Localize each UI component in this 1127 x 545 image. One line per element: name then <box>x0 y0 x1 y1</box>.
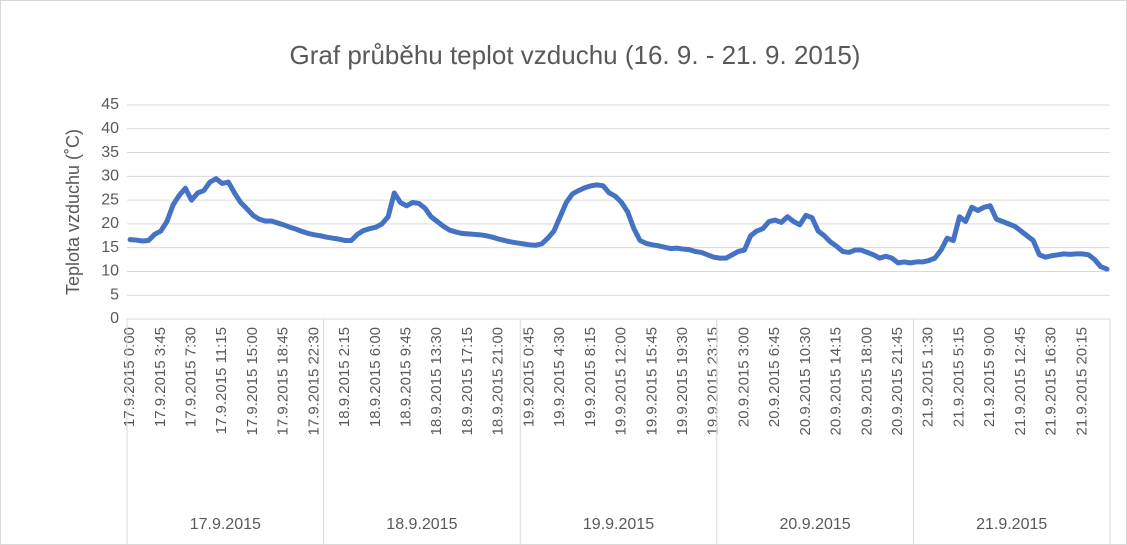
x-tick-label: 19.9.2015 8:15 <box>582 327 599 427</box>
x-tick-label: 21.9.2015 12:45 <box>1012 327 1029 435</box>
x-tick-label: 21.9.2015 9:00 <box>981 327 998 427</box>
x-tick-label: 18.9.2015 6:00 <box>367 327 384 427</box>
chart-title: Graf průběhu teplot vzduchu (16. 9. - 21… <box>290 40 861 70</box>
x-tick-label: 17.9.2015 15:00 <box>244 327 261 435</box>
y-tick-label: 15 <box>101 239 119 256</box>
x-group-label: 19.9.2015 <box>583 516 654 533</box>
x-tick-label: 18.9.2015 13:30 <box>428 327 445 435</box>
x-tick-label: 17.9.2015 0:00 <box>121 327 138 427</box>
x-tick-label: 20.9.2015 18:00 <box>858 327 875 435</box>
x-tick-label: 18.9.2015 2:15 <box>336 327 353 427</box>
y-tick-label: 40 <box>101 120 119 137</box>
x-tick-label: 20.9.2015 14:15 <box>828 327 845 435</box>
x-tick-label: 17.9.2015 7:30 <box>182 327 199 427</box>
y-tick-label: 30 <box>101 168 119 185</box>
x-group-label: 20.9.2015 <box>780 516 851 533</box>
x-tick-label: 17.9.2015 3:45 <box>152 327 169 427</box>
y-tick-label: 20 <box>101 215 119 232</box>
y-tick-label: 5 <box>110 286 119 303</box>
x-tick-label: 21.9.2015 20:15 <box>1073 327 1090 435</box>
x-tick-label: 20.9.2015 6:45 <box>766 327 783 427</box>
x-tick-label: 18.9.2015 21:00 <box>490 327 507 435</box>
y-tick-label: 25 <box>101 191 119 208</box>
y-tick-label: 35 <box>101 144 119 161</box>
x-tick-label: 17.9.2015 18:45 <box>275 327 292 435</box>
x-group-label: 18.9.2015 <box>386 516 457 533</box>
data-line <box>127 176 1110 272</box>
y-tick-label: 45 <box>101 96 119 113</box>
x-tick-label: 18.9.2015 9:45 <box>398 327 415 427</box>
y-tick-label: 0 <box>110 310 119 327</box>
x-tick-label: 17.9.2015 11:15 <box>213 327 230 434</box>
x-tick-label: 17.9.2015 22:30 <box>305 327 322 435</box>
x-tick-label: 21.9.2015 1:30 <box>920 327 937 427</box>
x-tick-label: 19.9.2015 12:00 <box>613 327 630 435</box>
y-tick-label: 10 <box>101 263 119 280</box>
y-axis-label: Teplota vzduchu (˚C) <box>63 129 83 295</box>
x-tick-label: 20.9.2015 3:00 <box>735 327 752 427</box>
x-group-label: 17.9.2015 <box>190 516 261 533</box>
x-tick-label: 19.9.2015 19:30 <box>674 327 691 435</box>
x-tick-label: 20.9.2015 21:45 <box>889 327 906 435</box>
x-tick-label: 19.9.2015 0:45 <box>520 327 537 427</box>
x-tick-label: 21.9.2015 16:30 <box>1043 327 1060 435</box>
x-tick-label: 20.9.2015 10:30 <box>797 327 814 435</box>
x-group-label: 21.9.2015 <box>976 516 1047 533</box>
x-tick-label: 19.9.2015 4:30 <box>551 327 568 427</box>
x-tick-label: 18.9.2015 17:15 <box>459 327 476 435</box>
x-tick-label: 21.9.2015 5:15 <box>950 327 967 427</box>
x-tick-label: 19.9.2015 15:45 <box>643 327 660 435</box>
x-tick-label: 19.9.2015 23:15 <box>705 327 722 435</box>
